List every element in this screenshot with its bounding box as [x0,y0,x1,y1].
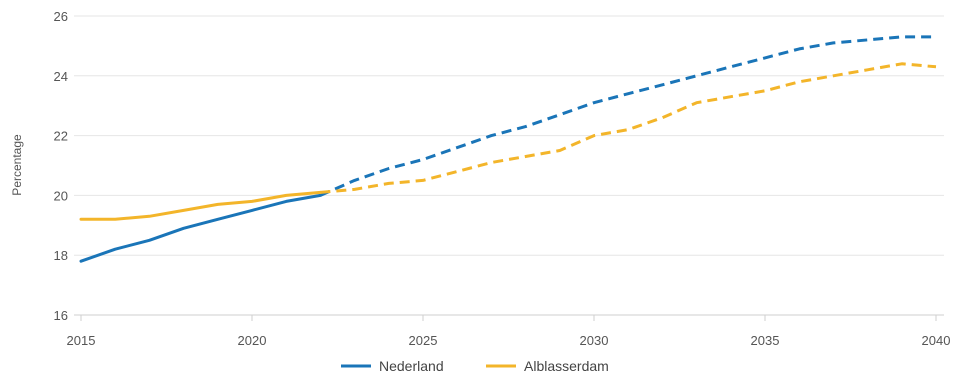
x-tick-label: 2025 [409,333,438,348]
y-tick-label: 18 [54,248,68,263]
y-tick-label: 16 [54,308,68,323]
x-tick-label: 2020 [238,333,267,348]
legend-label: Alblasserdam [524,358,609,374]
legend: Nederland Alblasserdam [341,358,609,374]
series-lines [79,35,937,263]
x-tick-label: 2030 [580,333,609,348]
y-axis: 16 18 20 22 24 26 [54,9,68,323]
y-tick-label: 24 [54,69,68,84]
x-tick-label: 2015 [67,333,96,348]
alblasserdam-line-dashed [320,62,937,194]
gridlines [74,15,944,316]
x-axis: 2015 2020 2025 2030 2035 2040 [67,315,951,348]
x-tick-label: 2035 [751,333,780,348]
legend-label: Nederland [379,358,444,374]
nederland-line-solid [79,193,322,263]
y-tick-label: 22 [54,129,68,144]
x-tick-label: 2040 [922,333,951,348]
nederland-line-dashed [319,35,936,197]
legend-item-alblasserdam[interactable]: Alblasserdam [486,358,609,374]
legend-item-nederland[interactable]: Nederland [341,358,444,374]
alblasserdam-line-solid [79,190,322,221]
y-tick-label: 20 [54,188,68,203]
y-tick-label: 26 [54,9,68,24]
y-axis-label: Percentage [10,134,24,196]
